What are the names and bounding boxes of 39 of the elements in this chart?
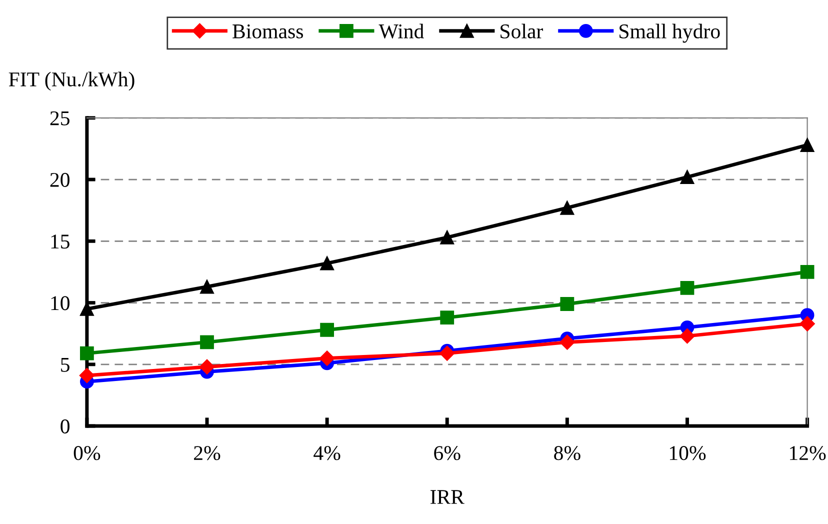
- legend-label: Biomass: [232, 24, 303, 38]
- point: [680, 281, 694, 295]
- legend-label: Wind: [378, 24, 424, 39]
- point: [800, 316, 815, 332]
- point: [199, 359, 215, 374]
- y-tick-label: 15: [51, 234, 70, 249]
- point: [800, 265, 814, 279]
- point: [319, 350, 335, 366]
- x-tick-label: 6%: [434, 446, 460, 460]
- point: [680, 170, 694, 184]
- point: [560, 200, 574, 215]
- point: [79, 368, 95, 384]
- legend-label: Small hydro: [620, 24, 720, 43]
- x-axis-title: IRR: [430, 490, 464, 504]
- point: [200, 335, 214, 350]
- point: [80, 346, 94, 360]
- x-tick-label: 2%: [194, 446, 220, 460]
- x-tick-label: 0%: [74, 446, 100, 460]
- y-axis-title: FIT (Nu./kWh): [8, 72, 134, 91]
- point: [800, 138, 814, 152]
- x-tick-label: 10%: [670, 446, 706, 460]
- point: [440, 346, 455, 361]
- y-tick-label: 0: [60, 419, 70, 434]
- point: [320, 322, 334, 337]
- point: [560, 297, 574, 311]
- y-tick-label: 25: [50, 111, 70, 126]
- x-tick-label: 12%: [790, 446, 826, 460]
- y-tick-label: 20: [50, 172, 70, 187]
- legend-label: Solar: [500, 24, 543, 38]
- point: [680, 328, 695, 344]
- point: [320, 256, 334, 270]
- y-tick-label: 5: [61, 358, 70, 372]
- point: [200, 280, 214, 294]
- y-tick-label: 10: [51, 296, 70, 310]
- point: [560, 334, 575, 350]
- x-tick-label: 4%: [314, 446, 340, 460]
- x-tick-label: 8%: [554, 446, 580, 460]
- point: [440, 230, 454, 244]
- point: [440, 310, 454, 324]
